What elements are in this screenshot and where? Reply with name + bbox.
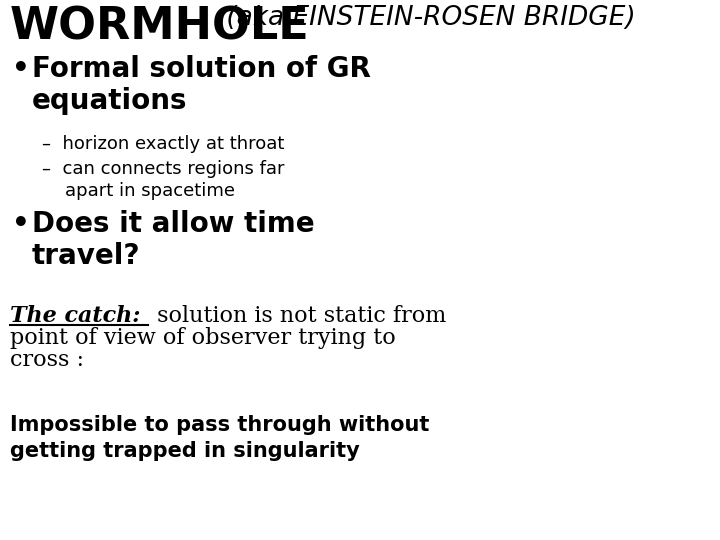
Text: cross :: cross : <box>10 349 84 371</box>
Text: –  can connects regions far
    apart in spacetime: – can connects regions far apart in spac… <box>42 160 284 200</box>
Text: –  horizon exactly at throat: – horizon exactly at throat <box>42 135 284 153</box>
Text: Does it allow time
travel?: Does it allow time travel? <box>32 210 315 271</box>
Text: Formal solution of GR
equations: Formal solution of GR equations <box>32 55 371 116</box>
Text: point of view of observer trying to: point of view of observer trying to <box>10 327 396 349</box>
Text: WORMHOLE: WORMHOLE <box>10 5 310 48</box>
Text: Impossible to pass through without
getting trapped in singularity: Impossible to pass through without getti… <box>10 415 429 461</box>
Text: solution is not static from: solution is not static from <box>150 305 446 327</box>
Text: The catch:: The catch: <box>10 305 140 327</box>
Text: •: • <box>12 210 30 238</box>
Text: •: • <box>12 55 30 83</box>
Text: (aka EINSTEIN-ROSEN BRIDGE): (aka EINSTEIN-ROSEN BRIDGE) <box>218 5 636 31</box>
